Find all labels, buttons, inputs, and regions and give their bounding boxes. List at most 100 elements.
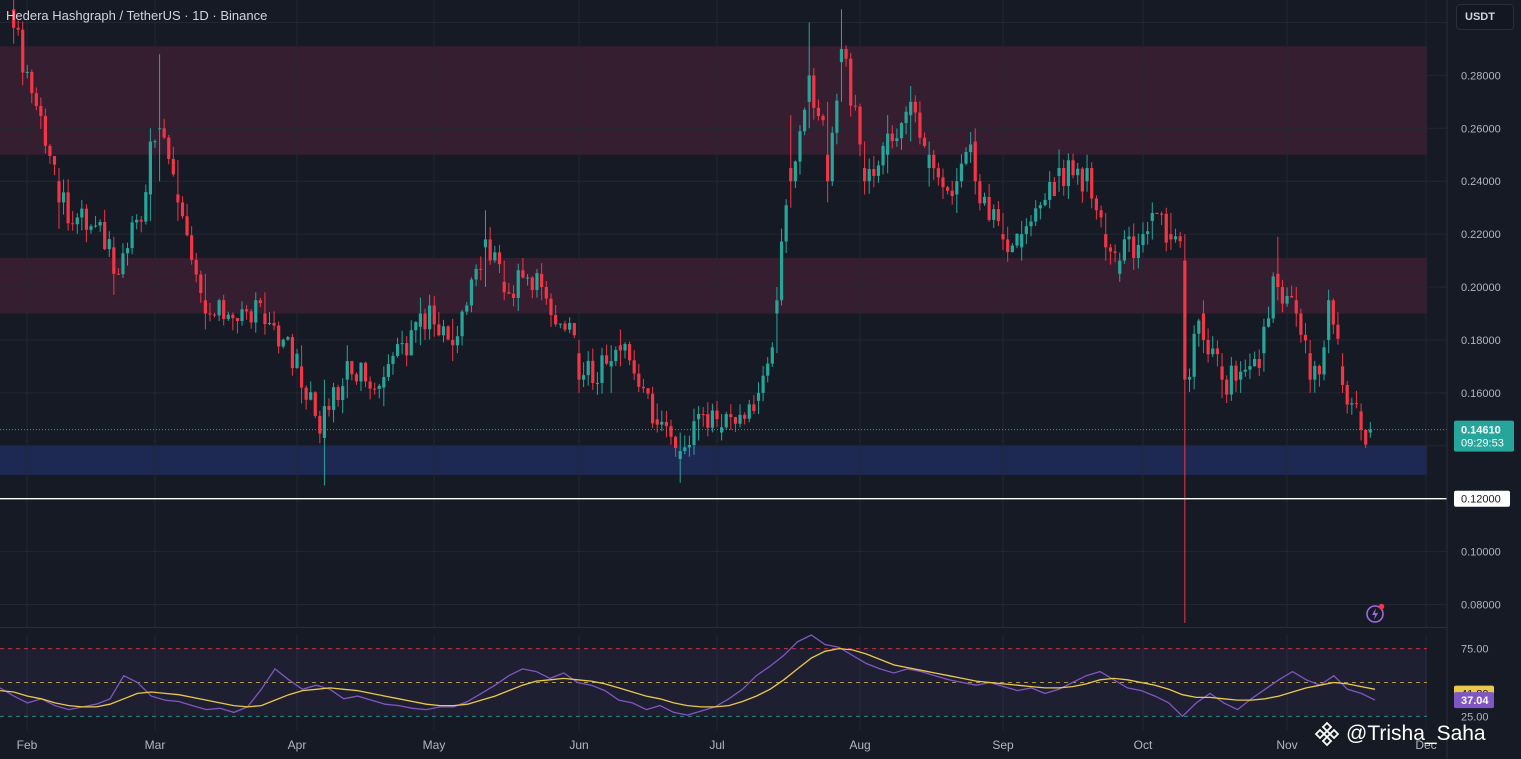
candle-body bbox=[1239, 371, 1243, 380]
rsi-ma-line bbox=[0, 647, 1376, 708]
candle-body bbox=[618, 345, 622, 351]
candle-body bbox=[405, 343, 409, 356]
candle-body bbox=[277, 325, 281, 347]
candle-body bbox=[577, 353, 581, 380]
candle-body bbox=[526, 277, 530, 279]
candle-body bbox=[950, 190, 954, 197]
candle-body bbox=[1127, 236, 1131, 240]
candle-body bbox=[1146, 231, 1150, 235]
candle-body bbox=[678, 451, 682, 460]
candle-body bbox=[1094, 198, 1098, 211]
candle-body bbox=[39, 105, 43, 116]
lightning-alert-icon[interactable] bbox=[1365, 602, 1387, 624]
support-zone bbox=[0, 445, 1427, 475]
candle-body bbox=[830, 132, 834, 182]
candle-body bbox=[217, 300, 221, 316]
candle-body bbox=[1308, 353, 1312, 380]
candle-body bbox=[368, 381, 372, 389]
candle-body bbox=[75, 217, 79, 225]
candle-body bbox=[167, 137, 171, 159]
candle-body bbox=[1243, 369, 1247, 372]
candle-body bbox=[1317, 365, 1322, 375]
chart-title: Hedera Hashgraph / TetherUS · 1D · Binan… bbox=[6, 8, 268, 23]
candle-body bbox=[125, 248, 130, 254]
candle-body bbox=[226, 314, 230, 320]
candle-body bbox=[1071, 160, 1075, 176]
candle-body bbox=[116, 273, 120, 275]
candle-body bbox=[646, 388, 650, 394]
candle-body bbox=[493, 252, 497, 261]
candle-body bbox=[775, 300, 779, 314]
candle-body bbox=[945, 187, 950, 191]
candle-body bbox=[802, 109, 807, 132]
candle-body bbox=[286, 337, 290, 340]
candle-body bbox=[683, 447, 687, 452]
candle-body bbox=[1368, 429, 1372, 433]
time-tick-label: Oct bbox=[1134, 738, 1153, 752]
candle-body bbox=[710, 410, 715, 428]
candle-body bbox=[1331, 300, 1335, 325]
candle-body bbox=[687, 445, 691, 448]
candle-body bbox=[789, 167, 793, 182]
candle-body bbox=[890, 133, 894, 142]
candle-body bbox=[973, 141, 977, 182]
candle-body bbox=[428, 305, 432, 330]
candle-body bbox=[1345, 384, 1349, 405]
candle-body bbox=[595, 382, 599, 384]
candle-body bbox=[1280, 287, 1285, 304]
candle-body bbox=[507, 292, 511, 294]
candle-body bbox=[793, 161, 797, 182]
candle-body bbox=[1113, 251, 1117, 253]
candle-body bbox=[632, 360, 636, 374]
candle-body bbox=[554, 315, 558, 325]
candle-body bbox=[1001, 234, 1005, 240]
candle-body bbox=[1048, 182, 1052, 200]
candle-body bbox=[1141, 234, 1145, 246]
candle-body bbox=[1020, 234, 1024, 248]
grid-layer bbox=[0, 0, 1521, 730]
candle-body bbox=[479, 268, 483, 270]
candle-body bbox=[881, 145, 885, 166]
candle-body bbox=[761, 375, 765, 393]
candle-body bbox=[203, 300, 207, 314]
candle-body bbox=[1340, 366, 1345, 385]
candle-body bbox=[460, 311, 464, 337]
candle-body bbox=[488, 239, 492, 261]
candle-body bbox=[738, 414, 742, 424]
candle-body bbox=[423, 313, 427, 330]
candle-body bbox=[600, 355, 604, 383]
time-tick-label: Dec bbox=[1415, 738, 1436, 752]
candle-body bbox=[267, 322, 272, 325]
candle-body bbox=[1187, 376, 1192, 380]
candle-body bbox=[568, 323, 572, 330]
currency-button[interactable]: USDT bbox=[1456, 4, 1514, 30]
candle-body bbox=[1118, 260, 1122, 274]
candle-body bbox=[540, 273, 544, 288]
price-tick-label: 0.18000 bbox=[1461, 335, 1501, 347]
candle-body bbox=[1029, 221, 1033, 227]
candle-body bbox=[1155, 212, 1159, 214]
candle-body bbox=[1043, 199, 1047, 206]
candle-body bbox=[98, 221, 102, 226]
candle-body bbox=[641, 386, 645, 389]
candle-body bbox=[766, 363, 770, 376]
candle-body bbox=[341, 386, 345, 401]
candle-body bbox=[465, 305, 469, 312]
candle-body bbox=[1201, 313, 1206, 340]
candle-body bbox=[222, 300, 226, 320]
candle-body bbox=[258, 300, 262, 304]
price-tick-label: 0.20000 bbox=[1461, 282, 1501, 294]
candle-body bbox=[395, 344, 400, 356]
time-tick-label: Jul bbox=[709, 738, 724, 752]
candle-body bbox=[313, 392, 317, 416]
time-tick-label: Jun bbox=[569, 738, 588, 752]
candle-body bbox=[437, 324, 441, 336]
candle-body bbox=[591, 360, 595, 384]
candle-body bbox=[1090, 167, 1094, 199]
candle-body bbox=[304, 387, 308, 400]
candle-body bbox=[34, 93, 38, 106]
watermark: @Trisha_Saha bbox=[1314, 721, 1486, 747]
rsi-tick-label: 75.00 bbox=[1461, 644, 1489, 656]
rsi-line bbox=[0, 634, 1376, 718]
